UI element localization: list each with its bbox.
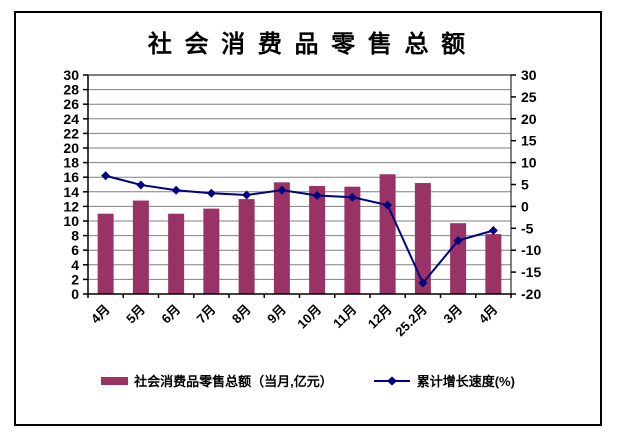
- x-category-label: 3月: [440, 302, 465, 327]
- growth-rate-marker: [101, 171, 111, 181]
- bar-12月: [379, 174, 396, 294]
- legend: 社会消费品零售总额（当月,亿元） 累计增长速度(%): [14, 371, 602, 390]
- legend-entry-line: 累计增长速度(%): [373, 371, 515, 390]
- bar-9月: [273, 182, 290, 294]
- bar-4月: [97, 213, 114, 294]
- right-axis-tick-label: 15: [521, 133, 537, 149]
- x-category-label: 8月: [229, 302, 254, 327]
- x-category-label: 5月: [123, 302, 148, 327]
- right-axis-tick-label: -15: [521, 264, 541, 280]
- legend-diamond-icon: [386, 376, 397, 385]
- x-category-label: 12月: [365, 302, 395, 332]
- bar-11月: [344, 186, 361, 294]
- left-axis-tick-label: 0: [71, 286, 79, 302]
- left-axis-tick-label: 26: [63, 96, 79, 112]
- left-axis-tick-label: 30: [63, 67, 79, 83]
- left-axis-tick-label: 12: [63, 198, 79, 214]
- bar-4月: [485, 234, 502, 294]
- growth-rate-marker: [453, 236, 463, 246]
- right-axis-tick-label: 0: [521, 198, 529, 214]
- x-category-label: 11月: [330, 302, 360, 332]
- left-axis-tick-label: 16: [63, 169, 79, 185]
- legend-entry-bars: 社会消费品零售总额（当月,亿元）: [101, 371, 333, 390]
- right-axis-tick-label: 10: [521, 155, 537, 171]
- growth-rate-marker: [242, 190, 252, 200]
- legend-line-swatch: [373, 376, 410, 385]
- growth-rate-marker: [347, 192, 357, 202]
- right-axis-tick-label: -5: [521, 220, 534, 236]
- bar-10月: [309, 185, 326, 294]
- growth-rate-marker: [312, 190, 322, 200]
- left-axis-tick-label: 18: [63, 155, 79, 171]
- legend-bar-label: 社会消费品零售总额（当月,亿元）: [134, 374, 333, 389]
- bar-8月: [238, 199, 255, 294]
- chart-title: 社 会 消 费 品 零 售 总 额: [147, 31, 469, 58]
- right-axis-tick-label: 30: [521, 67, 537, 83]
- left-axis-tick-label: 14: [63, 184, 79, 200]
- left-axis-tick-label: 24: [63, 111, 79, 127]
- growth-rate-line: [105, 174, 494, 285]
- left-axis-tick-label: 6: [71, 242, 79, 258]
- x-category-label: 7月: [194, 302, 219, 327]
- growth-rate-marker: [171, 185, 181, 195]
- x-category-label: 10月: [294, 302, 324, 332]
- bar-25.2月: [414, 183, 431, 294]
- legend-bar-swatch: [101, 376, 129, 385]
- x-category-label: 4月: [476, 302, 501, 327]
- growth-rate-marker: [418, 278, 428, 288]
- bar-6月: [168, 213, 185, 294]
- growth-rate-marker: [383, 200, 393, 210]
- right-axis-tick-label: 25: [521, 89, 537, 105]
- left-axis-tick-label: 2: [71, 271, 79, 287]
- x-category-label: 9月: [264, 302, 289, 327]
- left-axis-tick-label: 22: [63, 125, 79, 141]
- legend-line-label: 累计增长速度(%): [416, 374, 515, 389]
- right-axis-tick-label: 20: [521, 111, 537, 127]
- x-category-label: 6月: [158, 302, 183, 327]
- x-category-label: 25.2月: [392, 302, 430, 340]
- left-axis-tick-label: 20: [63, 140, 79, 156]
- growth-rate-marker: [136, 180, 146, 190]
- bar-3月: [450, 223, 467, 294]
- bar-5月: [132, 200, 149, 294]
- bar-7月: [203, 208, 220, 294]
- x-category-label: 4月: [88, 302, 113, 327]
- growth-rate-marker: [206, 188, 216, 198]
- left-axis-tick-label: 10: [63, 213, 79, 229]
- left-axis-tick-label: 28: [63, 82, 79, 98]
- right-axis-tick-label: -10: [521, 242, 541, 258]
- right-axis-tick-label: -20: [521, 286, 541, 302]
- growth-rate-marker: [488, 225, 498, 235]
- left-axis-tick-label: 4: [71, 257, 79, 273]
- growth-rate-marker: [277, 185, 287, 195]
- right-axis-tick-label: 5: [521, 177, 529, 193]
- left-axis-tick-label: 8: [71, 228, 79, 244]
